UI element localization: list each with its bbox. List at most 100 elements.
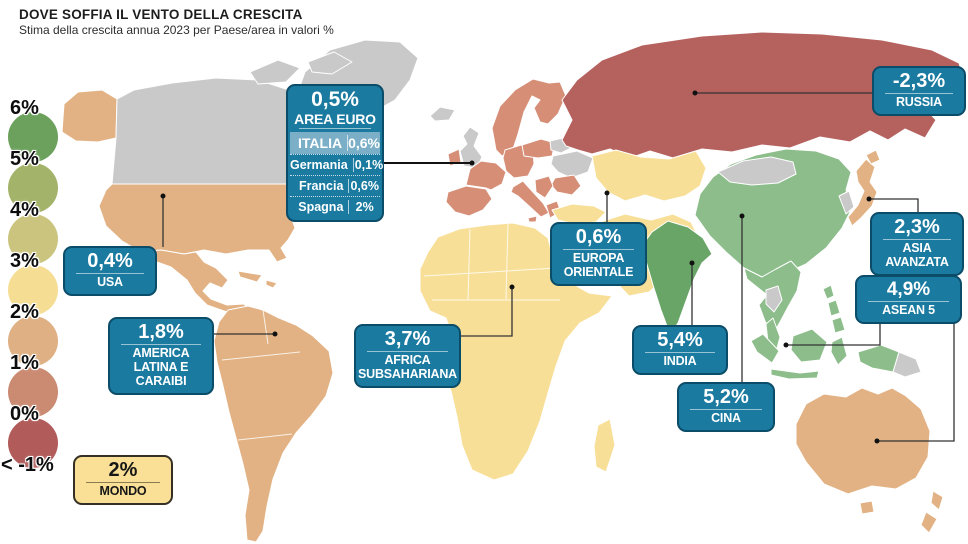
country-name: ITALIA [298,134,343,151]
callout-value: 4,9% [886,279,931,300]
region-australia [795,387,931,495]
callout-value: 5,2% [703,386,749,408]
region-madagascar [593,418,616,473]
callout-divider [121,344,201,346]
map-dot [469,160,475,166]
region-philippines [822,284,846,334]
region-japan [847,158,878,227]
callout-label: MONDO [99,484,147,499]
connector-africa [460,287,513,337]
region-india [643,220,713,335]
country-name: Germania [290,157,348,172]
region-france [465,160,507,191]
callout-america-latina: 1,8% AMERICA LATINA E CARAIBI [108,317,214,395]
region-thailand [765,285,783,313]
connector-asean5 [786,314,881,346]
callout-label: AFRICA SUBSAHARIANA [358,353,457,382]
table-row-spagna: Spagna 2% [290,195,380,217]
callout-india: 5,4% INDIA [632,325,728,376]
region-tasmania [859,500,875,515]
callout-divider [367,351,448,353]
callout-value: 2% [108,459,138,481]
callout-divider [645,352,715,354]
page-title: DOVE SOFFIA IL VENTO DELLA CRESCITA [19,7,303,22]
region-sumatra [750,333,780,364]
callout-europa-orientale: 0,6% EUROPA ORIENTALE [550,222,647,286]
callout-africa-subsahariana: 3,7% AFRICA SUBSAHARIANA [354,324,461,388]
region-sicily [527,215,538,223]
region-balkans [534,175,554,199]
region-iceland [429,106,456,122]
table-row-italia: ITALIA 0,6% [290,131,380,154]
callout-label: CINA [711,411,741,426]
table-row-francia: Francia 0,6% [290,174,380,196]
callout-cina: 5,2% CINA [677,382,775,433]
area-euro-country-table: ITALIA 0,6% Germania 0,1% Francia 0,6% S… [290,131,383,217]
map-dot [692,90,698,96]
callout-value: 2,3% [894,216,940,238]
callout-divider [868,301,949,303]
callout-label: AMERICA LATINA E CARAIBI [132,346,190,388]
callout-value: 0,5% [311,88,359,111]
region-new-guinea-east [892,351,922,378]
region-italy [510,180,550,218]
country-value: 0,6% [348,178,380,193]
map-dot [604,190,610,196]
region-border-lines [221,309,301,441]
region-central-asia [591,149,707,202]
map-dot [272,331,278,337]
callout-asean5: 4,9% ASEAN 5 [855,275,962,325]
region-south-america [213,305,334,543]
callout-label: RUSSIA [895,95,943,110]
region-hispaniola [265,279,278,289]
region-hokkaido [865,149,881,165]
page-subtitle: Stima della crescita annua 2023 per Paes… [19,23,334,37]
region-ukraine [550,150,594,179]
region-java [770,368,820,380]
region-korea [838,190,855,215]
connector-asia-avanzata-japan [869,198,919,214]
table-row-germania: Germania 0,1% [290,153,383,175]
region-arctic-islands [307,51,353,75]
callout-value: 0,4% [87,250,133,272]
map-dot [783,342,789,348]
region-poland-baltics [521,138,556,159]
region-mongolia [717,156,797,186]
callout-divider [563,249,634,251]
callout-label: USA [97,275,123,290]
callout-divider [86,482,160,484]
callout-label: ASIA AVANZATA [885,241,949,270]
region-new-zealand [920,490,944,534]
country-name: Francia [298,178,344,193]
callout-asia-avanzata: 2,3% ASIA AVANZATA [870,212,964,276]
map-dot [509,284,515,290]
region-romania-bulgaria [550,174,582,196]
map-dot [739,213,745,219]
callout-label: INDIA [663,354,697,369]
callout-label: ASEAN 5 [882,303,935,318]
callout-divider [690,409,762,411]
region-arctic-islands [249,59,301,85]
region-new-guinea-west [857,344,900,373]
region-turkey [551,203,607,225]
callout-mondo: 2% MONDO [73,455,173,506]
callout-value: 3,7% [384,328,431,350]
country-value: 0,6% [347,134,380,151]
callout-value: -2,3% [892,70,946,92]
map-dot [160,193,166,199]
callout-value: 1,8% [138,321,184,343]
region-iberia [445,185,493,217]
region-sulawesi [830,336,848,366]
callout-russia: -2,3% RUSSIA [872,66,966,117]
country-value: 0,1% [352,157,385,172]
callout-usa: 0,4% USA [63,246,157,297]
country-name: Spagna [298,199,344,214]
callout-value: 0,6% [575,226,622,248]
map-dot [689,260,695,266]
callout-value: 5,4% [657,329,703,351]
callout-label: AREA EURO [294,110,376,127]
region-border-lines [423,223,560,301]
region-alaska [61,89,118,143]
